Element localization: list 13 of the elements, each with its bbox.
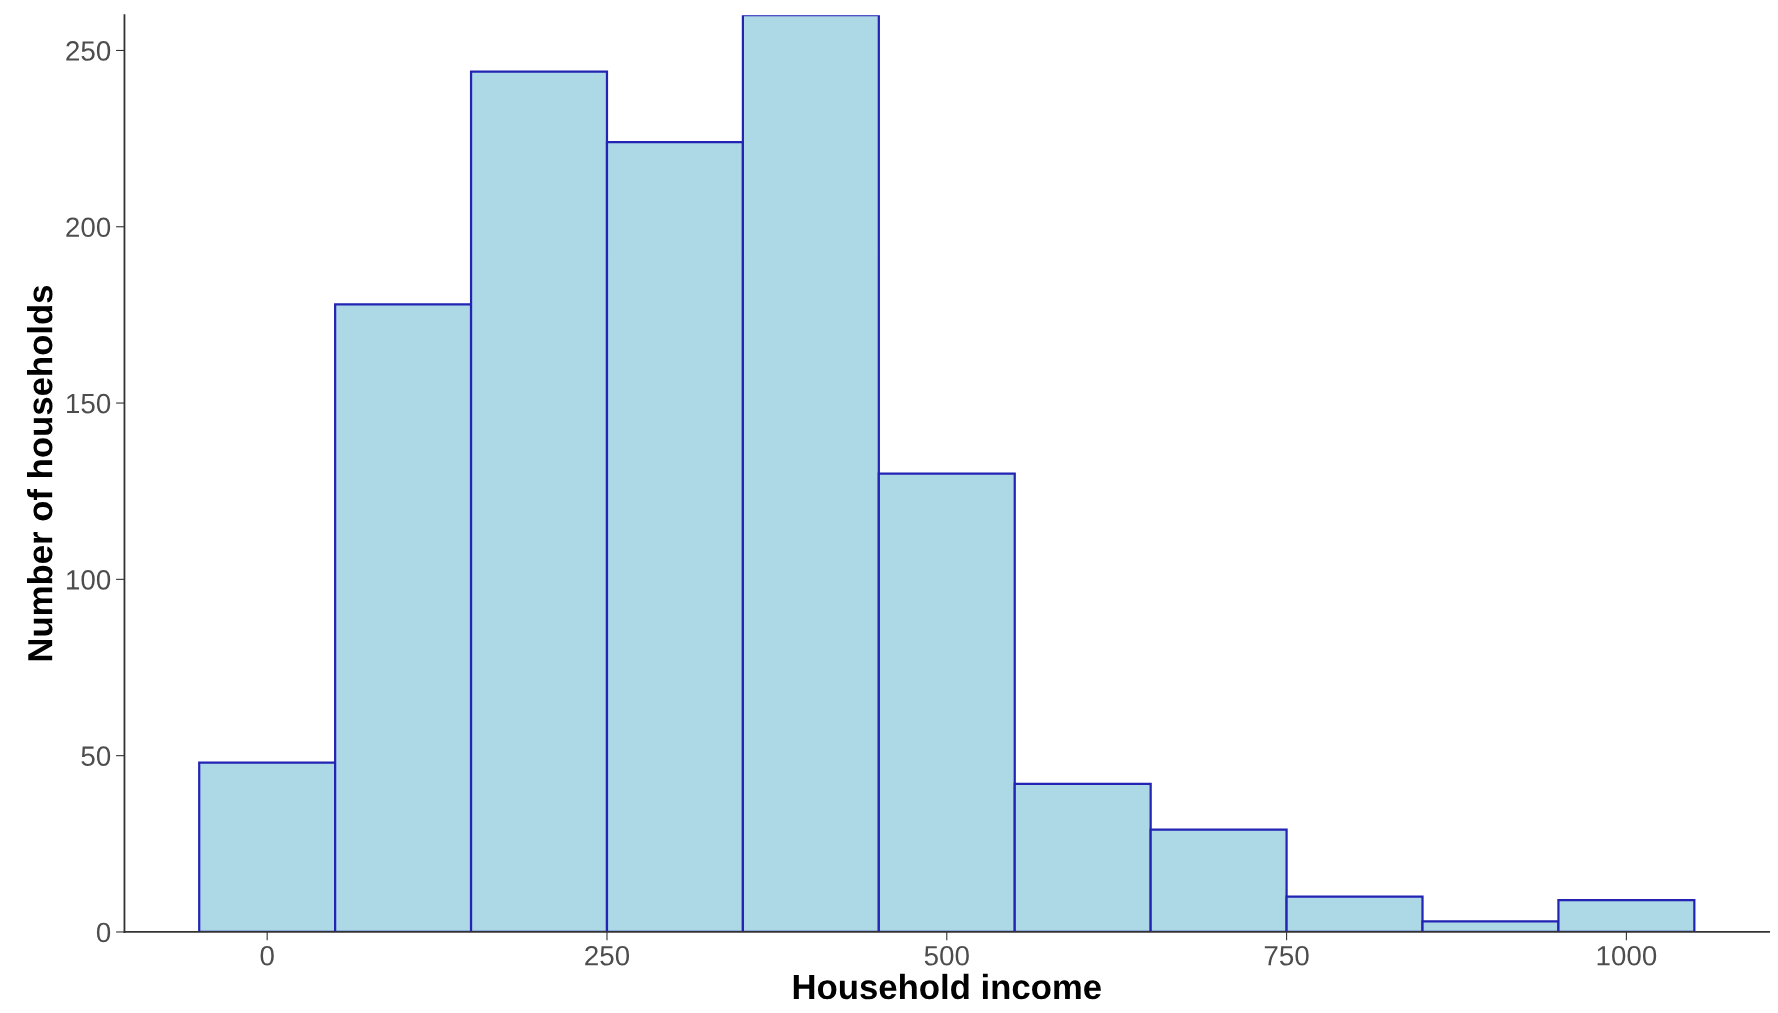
x-tick-label: 250 [585, 945, 630, 966]
x-tick-label: 750 [1264, 945, 1309, 966]
x-tick-label: 1000 [1597, 945, 1657, 966]
y-tick-label: 150 [67, 393, 111, 414]
y-tick-label: 200 [66, 217, 111, 238]
y-tick-label: 250 [66, 41, 111, 61]
y-tick-label: 50 [81, 746, 111, 766]
x-tick-label: 0 [260, 945, 274, 966]
x-tick-label: 500 [924, 945, 969, 966]
y-tick-label: 100 [67, 570, 111, 590]
y-tick-label: 0 [96, 922, 111, 943]
y-axis-title: Number of households [27, 285, 53, 661]
x-axis-title: Household income [793, 973, 1101, 1000]
